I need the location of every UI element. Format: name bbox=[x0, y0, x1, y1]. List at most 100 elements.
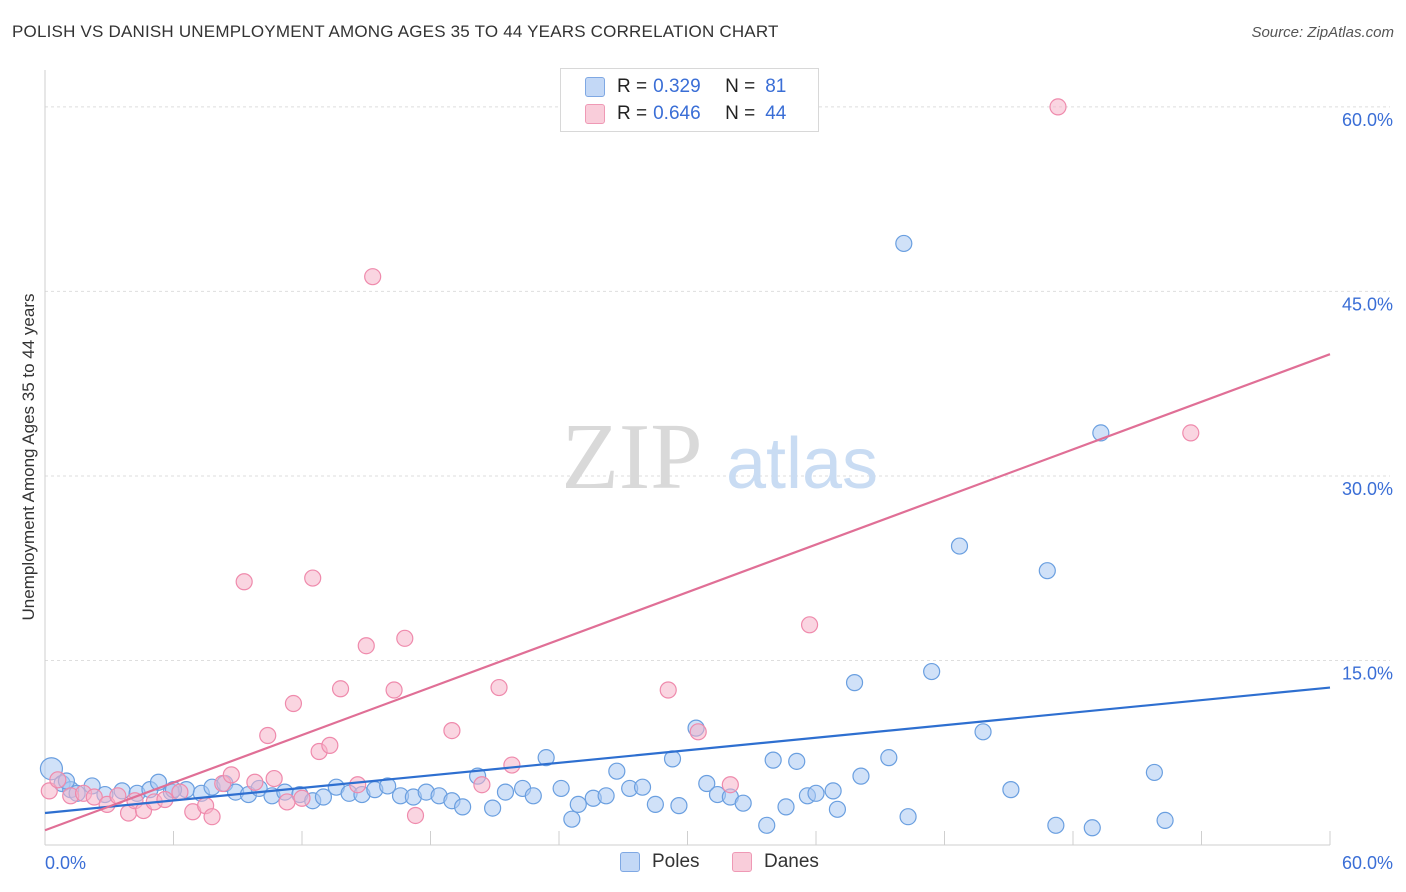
poles-point bbox=[633, 778, 652, 796]
poles-point bbox=[646, 795, 664, 814]
poles-point bbox=[314, 788, 333, 806]
poles-swatch bbox=[585, 77, 605, 97]
legend-item-poles[interactable]: Poles bbox=[620, 851, 700, 873]
poles-r-label: R = bbox=[617, 76, 648, 97]
danes-r-value: 0.646 bbox=[653, 103, 701, 124]
danes-point bbox=[721, 776, 739, 794]
poles-point bbox=[524, 787, 542, 805]
danes-point bbox=[349, 776, 367, 794]
poles-point bbox=[845, 674, 864, 692]
y-tick-label: 45.0% bbox=[1342, 294, 1393, 314]
series-legend: Poles Danes bbox=[0, 851, 1406, 877]
x-tick-label: 0.0% bbox=[45, 853, 86, 873]
poles-trend-line bbox=[44, 686, 1331, 815]
danes-point bbox=[659, 681, 677, 699]
poles-point bbox=[1083, 819, 1101, 837]
watermark: ZIP atlas bbox=[562, 405, 879, 509]
poles-point bbox=[496, 783, 515, 801]
poles-point bbox=[1145, 763, 1163, 782]
poles-point bbox=[828, 800, 847, 818]
danes-point bbox=[689, 723, 707, 741]
danes-point bbox=[235, 573, 253, 591]
danes-point bbox=[357, 637, 375, 655]
danes-point bbox=[385, 681, 403, 699]
poles-point bbox=[1038, 562, 1056, 580]
danes-point bbox=[473, 776, 491, 794]
poles-point bbox=[608, 762, 626, 780]
poles-point bbox=[569, 795, 587, 814]
poles-point bbox=[777, 798, 795, 816]
tick-labels: 15.0% 30.0% 45.0% 60.0% 0.0% 60.0% bbox=[45, 110, 1393, 873]
danes-swatch bbox=[585, 104, 605, 124]
danes-point bbox=[1182, 424, 1200, 442]
danes-point bbox=[259, 726, 277, 745]
legend-item-danes[interactable]: Danes bbox=[732, 851, 819, 873]
danes-point bbox=[171, 783, 189, 801]
danes-point bbox=[278, 793, 296, 811]
chart-title: POLISH VS DANISH UNEMPLOYMENT AMONG AGES… bbox=[12, 22, 779, 41]
poles-point bbox=[552, 779, 570, 798]
poles-point bbox=[537, 749, 555, 767]
series-poles bbox=[39, 234, 1174, 837]
poles-point bbox=[454, 798, 472, 816]
danes-point bbox=[1049, 98, 1067, 116]
poles-point bbox=[758, 816, 776, 834]
danes-n-value: 44 bbox=[765, 103, 787, 124]
poles-point bbox=[899, 808, 917, 826]
poles-point bbox=[1002, 781, 1020, 799]
danes-legend-label: Danes bbox=[764, 851, 819, 872]
poles-point bbox=[950, 537, 969, 555]
poles-point bbox=[852, 767, 870, 785]
poles-n-value: 81 bbox=[765, 76, 787, 97]
danes-point bbox=[443, 721, 461, 740]
danes-point bbox=[222, 766, 240, 784]
chart-source: Source: ZipAtlas.com bbox=[1251, 24, 1394, 41]
poles-point bbox=[734, 794, 752, 812]
poles-point bbox=[895, 234, 913, 253]
poles-point bbox=[923, 662, 941, 681]
series-danes bbox=[40, 98, 1200, 826]
danes-point bbox=[304, 569, 322, 587]
danes-point bbox=[246, 773, 264, 791]
danes-legend-swatch bbox=[732, 852, 752, 872]
danes-point bbox=[396, 629, 414, 647]
poles-legend-swatch bbox=[620, 852, 640, 872]
danes-point bbox=[331, 680, 350, 698]
poles-point bbox=[764, 751, 782, 769]
danes-point bbox=[284, 694, 303, 713]
poles-point bbox=[788, 752, 806, 770]
danes-point bbox=[265, 769, 283, 788]
danes-point bbox=[490, 678, 508, 697]
danes-point bbox=[321, 736, 339, 754]
y-tick-label: 15.0% bbox=[1342, 663, 1393, 683]
poles-r-value: 0.329 bbox=[653, 76, 701, 97]
danes-point bbox=[406, 806, 425, 825]
poles-point bbox=[484, 799, 502, 817]
poles-point bbox=[974, 723, 992, 741]
poles-point bbox=[807, 784, 825, 802]
poles-point bbox=[1156, 811, 1174, 829]
y-tick-label: 30.0% bbox=[1342, 479, 1393, 499]
danes-point bbox=[85, 788, 103, 806]
poles-point bbox=[880, 749, 898, 767]
danes-point bbox=[156, 790, 174, 809]
danes-r-label: R = bbox=[617, 103, 648, 124]
poles-point bbox=[379, 777, 397, 795]
poles-point bbox=[597, 787, 615, 805]
danes-trend-line bbox=[44, 353, 1331, 832]
danes-point bbox=[364, 268, 382, 286]
poles-n-label: N = bbox=[725, 76, 756, 97]
poles-point bbox=[824, 782, 842, 800]
x-tick-label: 60.0% bbox=[1342, 853, 1393, 873]
danes-n-label: N = bbox=[725, 103, 756, 124]
trend-lines bbox=[44, 353, 1331, 832]
correlation-legend: R = 0.329 N = 81 R = 0.646 N = 44 bbox=[560, 68, 819, 132]
poles-point bbox=[563, 810, 581, 828]
danes-point bbox=[203, 808, 221, 826]
watermark-zip: ZIP bbox=[562, 405, 703, 509]
poles-legend-label: Poles bbox=[652, 851, 700, 872]
poles-point bbox=[698, 774, 716, 793]
watermark-atlas: atlas bbox=[726, 424, 878, 504]
danes-point bbox=[503, 756, 521, 774]
